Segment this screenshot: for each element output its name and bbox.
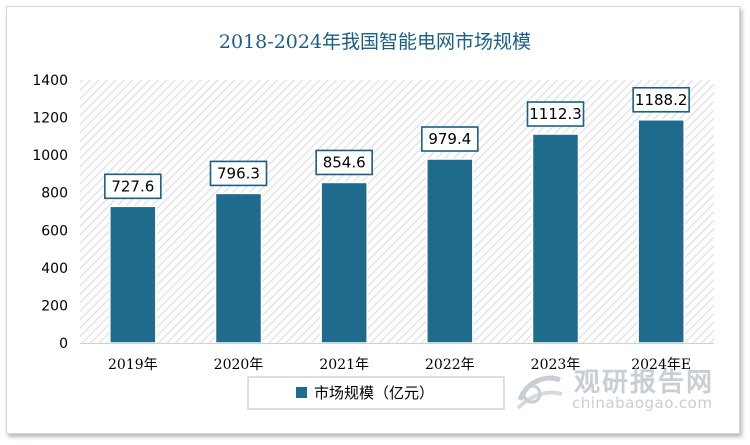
x-axis: 2019年 2020年 2021年 2022年 2023年 2024年E [80,343,714,373]
y-axis: 0 200 400 600 800 1000 1200 1400 [32,73,68,352]
data-label: 727.6 [111,177,154,195]
bar [531,133,580,344]
legend-swatch [296,387,307,398]
chart-title: 2018-2024年我国智能电网市场规模 [219,31,531,53]
bar [320,181,368,344]
data-label-box [315,149,373,176]
y-tick-label: 600 [41,223,68,239]
bar [109,205,157,344]
data-label-box [421,126,479,152]
y-tick-label: 200 [41,298,68,314]
bars [109,119,685,344]
x-tick-label: 2023年 [531,357,581,373]
data-label-box [526,101,585,127]
data-label: 1188.2 [635,91,688,109]
watermark: 观研报告网 chinabaogao.com [512,360,732,420]
y-tick-label: 1200 [32,111,68,127]
x-tick-label: 2024年E [631,357,691,373]
bar [426,158,474,344]
watermark-logo-icon [516,375,563,410]
x-tick-label: 2019年 [108,357,158,373]
y-tick-label: 400 [41,261,68,277]
watermark-cn: 观研报告网 [574,368,715,398]
data-labels: 727.6 796.3 854.6 979.4 1112.3 1188.2 [104,86,690,200]
x-tick-label: 2022年 [425,357,475,373]
data-label: 854.6 [323,153,366,171]
y-tick-label: 1000 [32,148,68,164]
data-label: 1112.3 [529,105,582,123]
watermark-en: chinabaogao.com [572,394,713,412]
data-label-box [632,86,690,113]
y-tick-label: 800 [41,186,68,202]
y-tick-label: 1400 [32,73,68,89]
x-tick-label: 2020年 [214,357,264,373]
bar [214,192,263,344]
legend-label: 市场规模（亿元） [314,384,434,402]
data-label: 979.4 [428,130,471,148]
data-label-box [104,173,162,200]
bar [637,119,685,344]
y-tick-label: 0 [59,336,68,352]
legend-box [247,376,505,410]
x-tick-label: 2021年 [319,357,369,373]
legend: 市场规模（亿元） [247,376,505,410]
data-label: 796.3 [217,164,260,182]
data-label-box [209,160,268,187]
plot-area [80,80,714,343]
